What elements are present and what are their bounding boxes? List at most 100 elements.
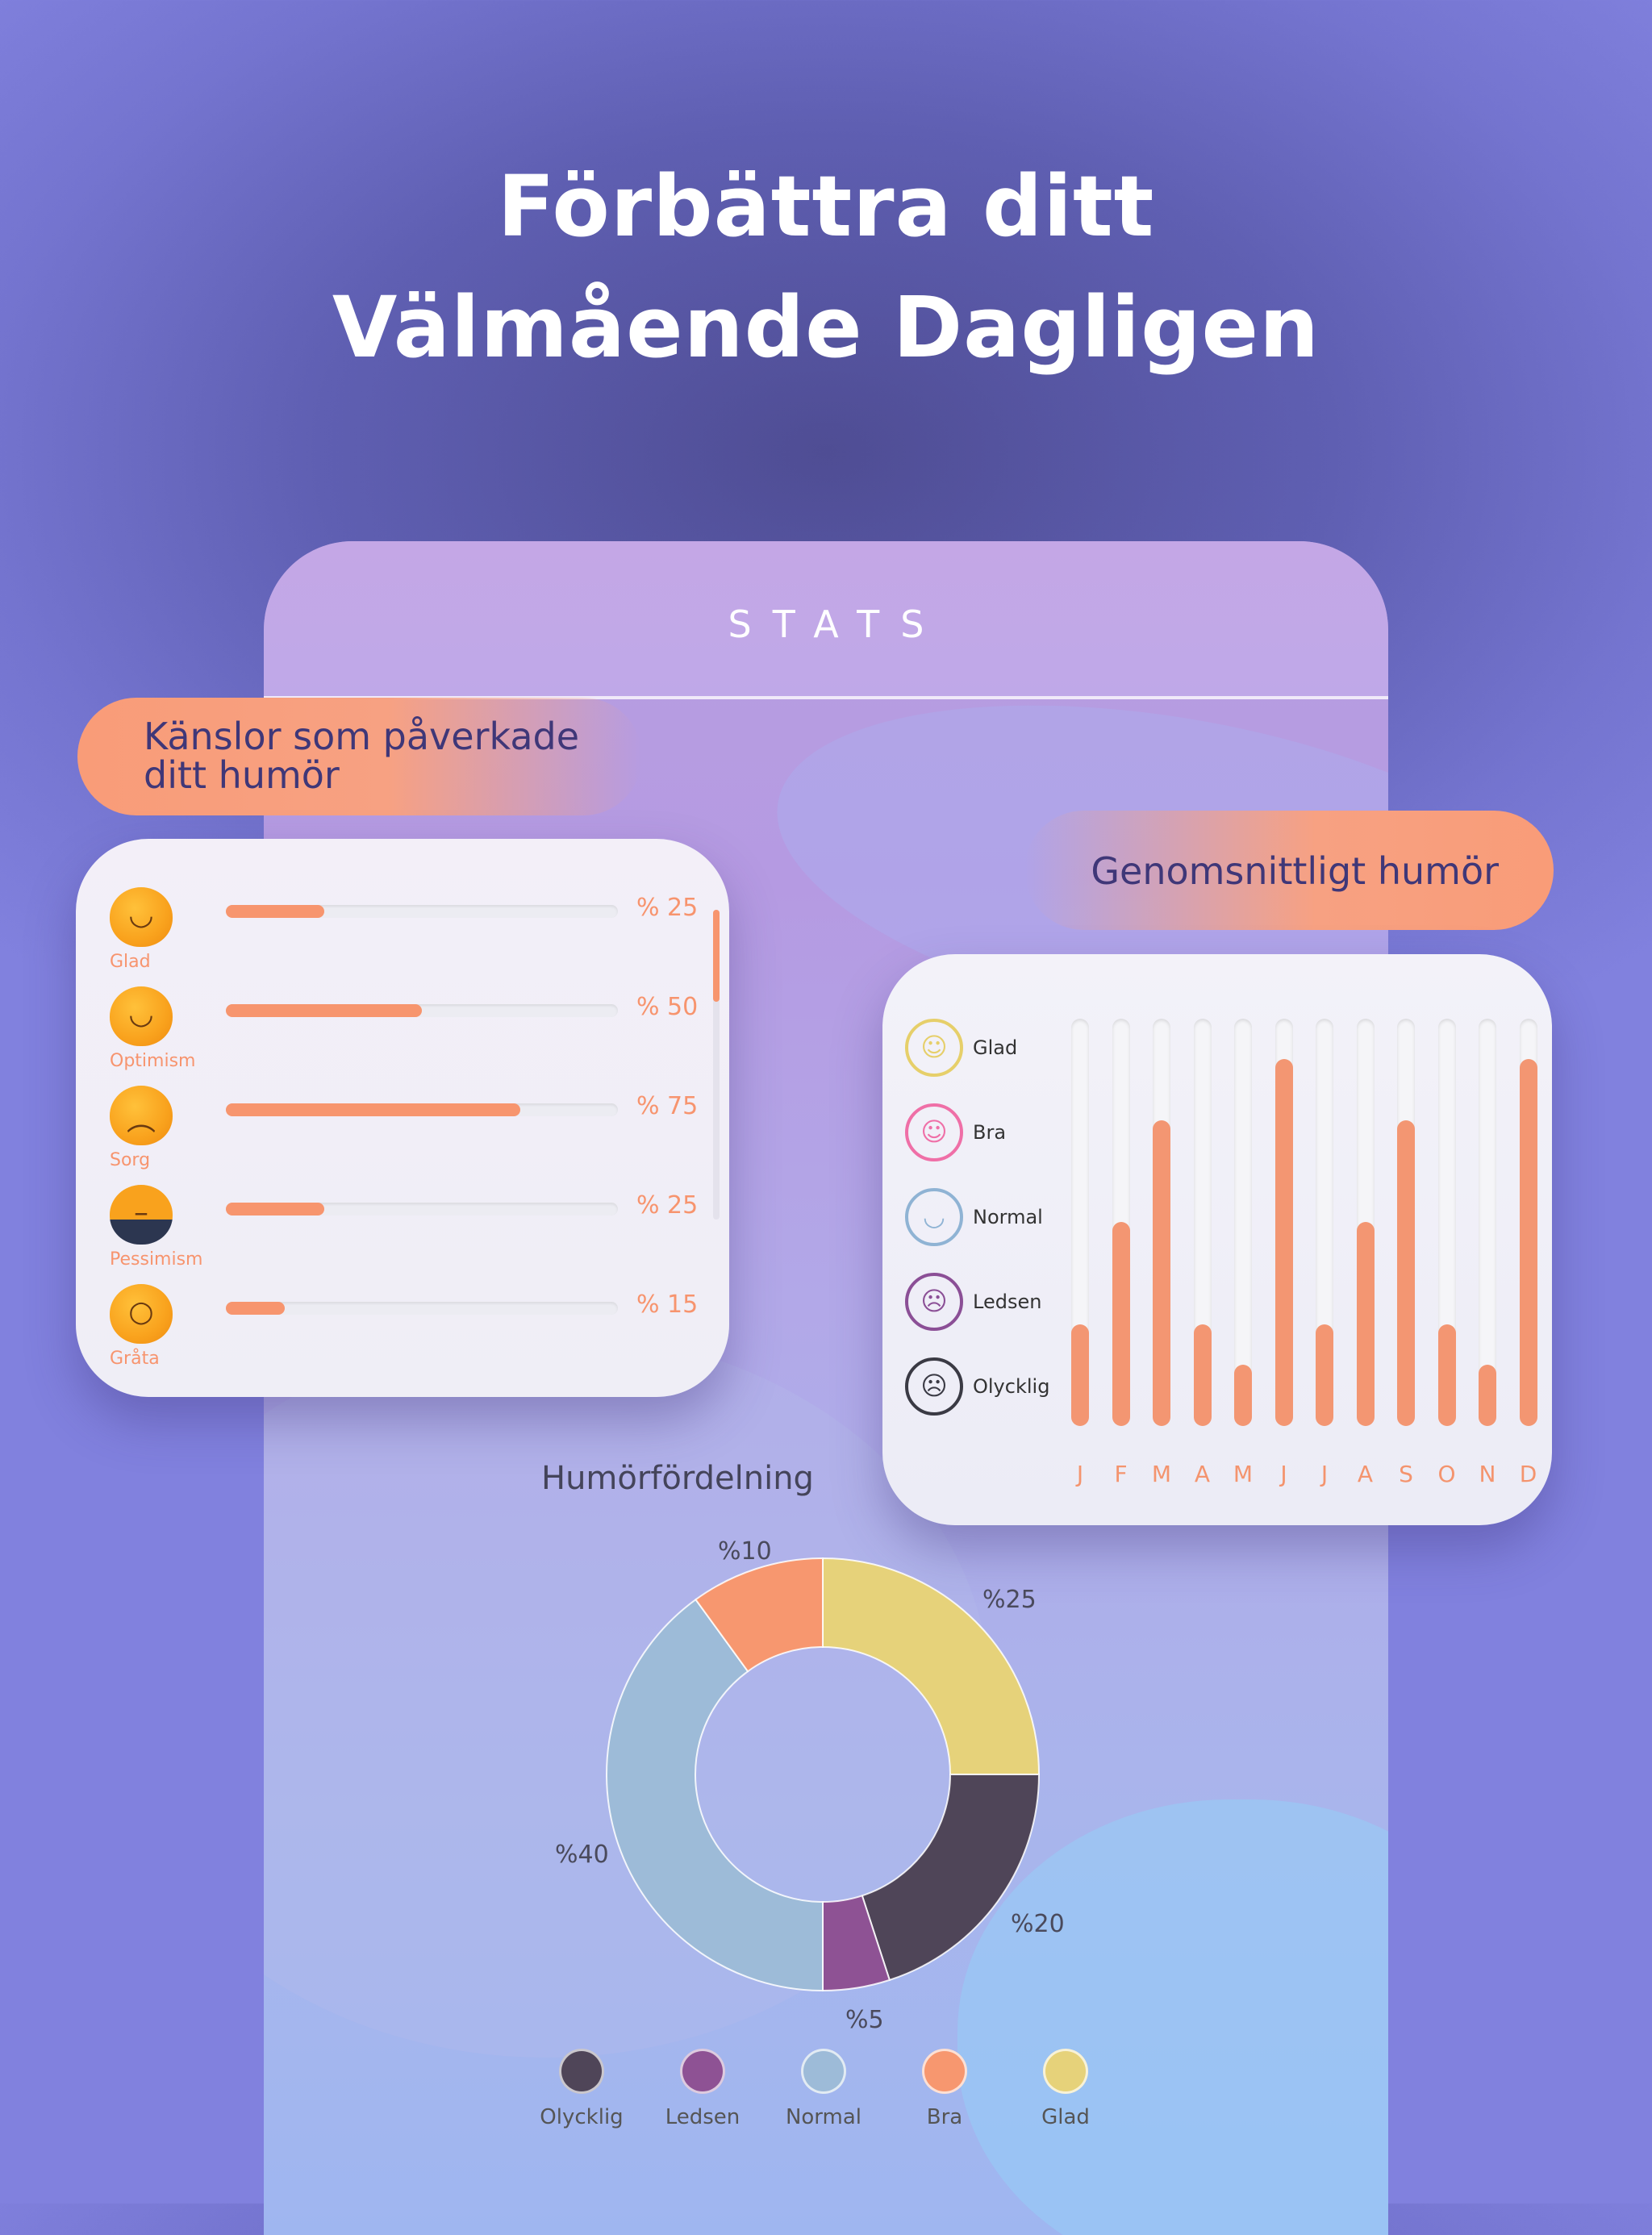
feeling-row-grata: ○ Gråta % 15 [76,1284,729,1382]
legend-swatch [801,2049,846,2094]
feeling-percent: % 75 [636,1092,699,1120]
month-bar-track [1274,1019,1293,1426]
legend-label: Glad [1041,2105,1090,2129]
neutral-face-icon: ◡ [905,1188,963,1246]
month-bar-track [1112,1019,1130,1426]
month-bar-track [1479,1019,1496,1426]
feeling-progress-track [226,1203,618,1215]
feeling-percent: % 15 [636,1291,699,1319]
mood-row-ledsen: ☹ Ledsen [905,1273,1115,1337]
month-bar-value [1193,1324,1212,1426]
feeling-progress-track [226,905,618,918]
month-bar-value [1437,1324,1456,1426]
month-label: S [1399,1461,1413,1487]
legend-swatch [1043,2049,1088,2094]
feeling-progress-track [226,1302,618,1315]
month-bar-track [1153,1019,1170,1426]
feeling-label: Glad [110,952,151,972]
feeling-row-pessimism: – Pessimism % 25 [76,1185,729,1283]
feeling-label: Gråta [110,1349,160,1369]
sad-face-icon: ☹ [905,1273,963,1331]
month-bar-value [1356,1222,1375,1426]
legend-item-glad: Glad [1005,2049,1126,2129]
scrollbar-thumb[interactable] [713,910,720,1002]
legend-swatch [559,2049,604,2094]
feeling-percent: % 25 [636,894,699,922]
feeling-row-optimism: ◡ Optimism % 50 [76,986,729,1085]
average-title: Genomsnittligt humör [1091,849,1499,893]
feelings-title-pill: Känslor som påverkade ditt humör [77,698,642,815]
month-bar-track [1193,1019,1212,1426]
month-label: F [1114,1461,1128,1487]
month-label: A [1357,1461,1374,1487]
month-label: J [1076,1461,1084,1487]
donut-slice-glad [822,1557,1041,1775]
month-label: M [1233,1461,1254,1487]
mood-row-bra: ☺ Bra [905,1103,1115,1168]
slice-label-bra: %10 [718,1537,772,1566]
month-bar-track [1519,1019,1537,1426]
mood-row-normal: ◡ Normal [905,1188,1115,1253]
feeling-progress-track [226,1103,618,1116]
happy-face-icon: ☺ [905,1019,963,1077]
mood-label: Olycklig [973,1375,1050,1398]
slice-label-normal: %40 [555,1841,609,1869]
slice-label-glad: %25 [982,1586,1037,1614]
month-bar-track [1437,1019,1456,1426]
month-label: M [1151,1461,1172,1487]
month-bar-value [1112,1222,1130,1426]
feeling-progress-fill [226,1103,520,1116]
month-label: O [1437,1461,1456,1487]
mood-label: Bra [973,1121,1007,1144]
legend-label: Normal [785,2105,862,2129]
legend-item-bra: Bra [884,2049,1005,2129]
laughing-emoji-icon: ◡ [110,887,173,947]
month-label: A [1194,1461,1211,1487]
feeling-row-sorg: ︵ Sorg % 75 [76,1086,729,1184]
sad-emoji-icon: ︵ [110,1086,173,1145]
month-label: D [1519,1461,1537,1487]
month-bar-value [1316,1324,1333,1426]
mood-row-olycklig: ☹ Olycklig [905,1357,1115,1422]
month-bar-track [1356,1019,1375,1426]
legend-swatch [922,2049,967,2094]
legend-swatch [680,2049,725,2094]
feeling-progress-fill [226,1302,285,1315]
crying-emoji-icon: ○ [110,1284,173,1344]
hero-title-line1: Förbättra ditt [497,157,1155,256]
average-title-pill: Genomsnittligt humör [1024,811,1554,930]
month-label: J [1280,1461,1287,1487]
legend-label: Ledsen [665,2105,740,2129]
feeling-label: Sorg [110,1150,151,1170]
legend-item-ledsen: Ledsen [642,2049,763,2129]
stats-title: STATS [728,603,945,646]
feeling-progress-fill [226,1004,422,1017]
chart-title: Humörfördelning [541,1460,814,1497]
month-label: N [1479,1461,1496,1487]
average-mood-card: ☺ Glad ☺ Bra ◡ Normal ☹ Ledsen ☹ Olyckli… [882,954,1552,1525]
month-bar-value [1274,1059,1293,1426]
month-bar-value [1519,1059,1537,1426]
month-bar-value [1234,1365,1252,1426]
feeling-progress-track [226,1004,618,1017]
month-bar-value [1479,1365,1496,1426]
pessimism-emoji-icon: – [110,1185,173,1245]
donut-slice-bra [695,1557,824,1673]
legend-label: Bra [926,2105,963,2129]
mood-row-glad: ☺ Glad [905,1019,1115,1083]
feeling-label: Optimism [110,1051,196,1071]
optimism-emoji-icon: ◡ [110,986,173,1046]
miserable-face-icon: ☹ [905,1357,963,1416]
legend-label: Olycklig [540,2105,624,2129]
feeling-percent: % 25 [636,1191,699,1220]
hero-title-line2: Välmående Dagligen [332,278,1320,377]
feeling-progress-fill [226,1203,324,1215]
feelings-scrollbar[interactable] [713,910,720,1220]
feeling-percent: % 50 [636,993,699,1021]
legend-item-normal: Normal [763,2049,884,2129]
month-bar-track [1397,1019,1415,1426]
month-bar-track [1316,1019,1333,1426]
donut-slice-olycklig [861,1774,1041,1982]
mood-label: Glad [973,1036,1018,1059]
mood-label: Normal [973,1206,1043,1228]
